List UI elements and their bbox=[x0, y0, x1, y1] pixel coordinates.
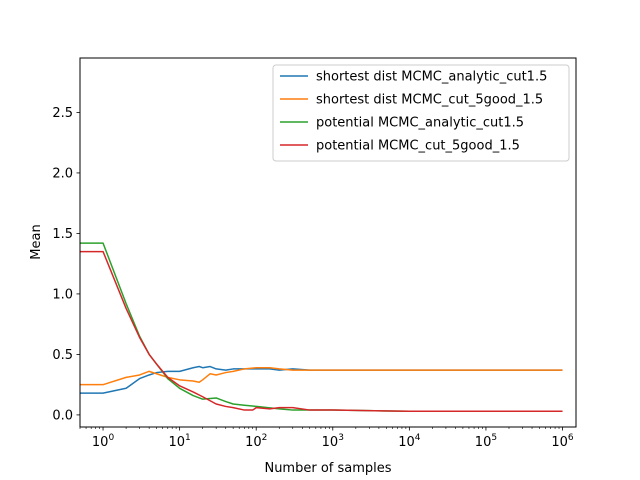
y-axis-ticks: 0.0 0.5 1.0 1.5 2.0 2.5 bbox=[52, 106, 80, 423]
legend-label-2: shortest dist MCMC_cut_5good_1.5 bbox=[316, 93, 543, 108]
x-tick-label: 105 bbox=[475, 433, 497, 450]
x-axis-label: Number of samples bbox=[264, 461, 391, 476]
legend-label-1: shortest dist MCMC_analytic_cut1.5 bbox=[316, 70, 547, 85]
y-tick-label: 1.5 bbox=[52, 227, 73, 242]
y-tick-label: 0.5 bbox=[52, 348, 73, 363]
x-tick-label: 102 bbox=[245, 433, 267, 450]
legend-label-4: potential MCMC_cut_5good_1.5 bbox=[316, 139, 520, 154]
x-tick-label: 104 bbox=[398, 433, 421, 450]
x-tick-label: 106 bbox=[551, 433, 574, 450]
series-line-2 bbox=[80, 366, 563, 386]
x-tick-label: 100 bbox=[92, 433, 115, 450]
series-layer bbox=[80, 242, 563, 413]
y-tick-label: 2.0 bbox=[52, 166, 73, 181]
y-tick-label: 0.0 bbox=[52, 408, 73, 423]
y-axis-label: Mean bbox=[29, 224, 44, 259]
y-tick-label: 1.0 bbox=[52, 287, 73, 302]
y-tick-label: 2.5 bbox=[52, 106, 73, 121]
x-tick-label: 101 bbox=[168, 433, 190, 450]
plot-frame bbox=[79, 57, 577, 428]
series-line-4 bbox=[80, 250, 563, 413]
x-axis-ticks: 100 101 102 103 104 105 106 bbox=[79, 427, 574, 450]
legend-label-3: potential MCMC_analytic_cut1.5 bbox=[316, 116, 524, 131]
x-tick-label: 103 bbox=[322, 433, 344, 450]
series-line-3 bbox=[80, 242, 563, 413]
legend-box bbox=[272, 64, 570, 162]
legend: shortest dist MCMC_analytic_cut1.5shorte… bbox=[272, 64, 570, 162]
